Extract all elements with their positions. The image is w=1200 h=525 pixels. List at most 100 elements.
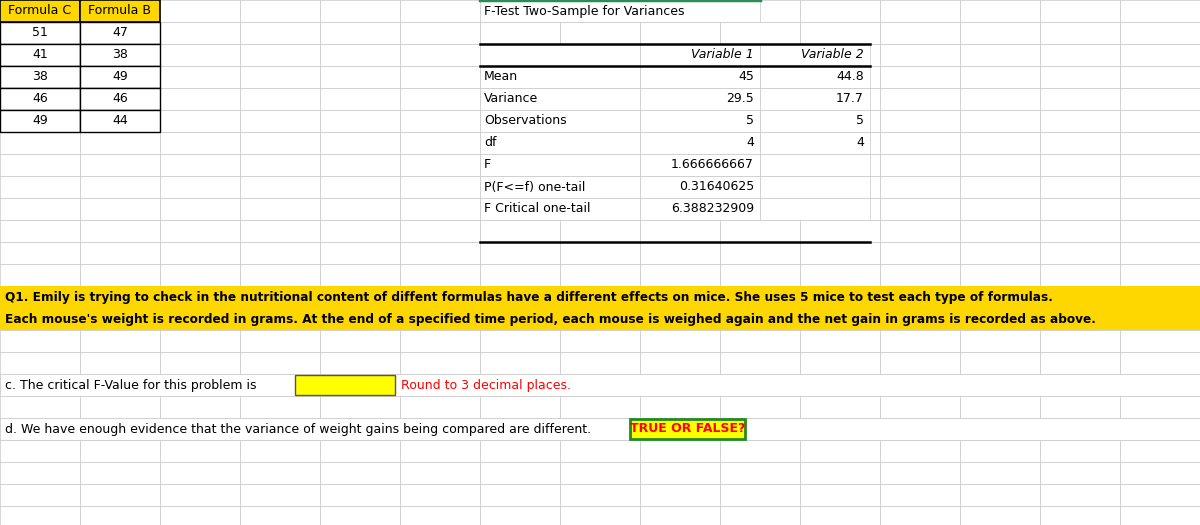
Bar [560, 506, 640, 525]
Bar [720, 330, 800, 352]
Bar [240, 66, 320, 88]
Bar [1120, 154, 1200, 176]
Bar [800, 110, 880, 132]
Bar [880, 154, 960, 176]
Bar [560, 44, 640, 66]
Text: 5: 5 [746, 114, 754, 128]
Bar [800, 286, 880, 308]
Bar [1040, 220, 1120, 242]
Text: 46: 46 [112, 92, 128, 106]
Bar [400, 484, 480, 506]
Bar [640, 176, 720, 198]
Bar [480, 330, 560, 352]
Bar [560, 440, 640, 462]
Bar [1120, 0, 1200, 22]
Bar [480, 286, 560, 308]
Bar [400, 220, 480, 242]
Bar [480, 242, 560, 264]
Bar [480, 110, 640, 132]
Text: c. The critical F-Value for this problem is: c. The critical F-Value for this problem… [5, 379, 257, 392]
Bar [240, 352, 320, 374]
Bar [320, 484, 400, 506]
Bar [240, 484, 320, 506]
Bar [0, 440, 80, 462]
Bar [320, 418, 400, 440]
Bar [80, 220, 160, 242]
Bar [0, 22, 80, 44]
Bar [760, 176, 870, 198]
Bar [720, 418, 800, 440]
Bar [640, 22, 720, 44]
Bar [880, 396, 960, 418]
Bar [1120, 506, 1200, 525]
Text: 47: 47 [112, 26, 128, 39]
Bar [880, 484, 960, 506]
Bar [480, 176, 560, 198]
Bar [640, 88, 760, 110]
Bar [400, 0, 480, 22]
Bar [640, 44, 720, 66]
Bar [880, 220, 960, 242]
Bar [960, 44, 1040, 66]
Bar [400, 330, 480, 352]
Bar [1120, 352, 1200, 374]
Bar [640, 110, 720, 132]
Text: Round to 3 decimal places.: Round to 3 decimal places. [401, 379, 571, 392]
Bar [560, 352, 640, 374]
Bar [640, 132, 720, 154]
Bar [1040, 22, 1120, 44]
Bar [800, 396, 880, 418]
Bar [720, 308, 800, 330]
Bar [480, 66, 640, 88]
Bar [240, 154, 320, 176]
Bar [800, 374, 880, 396]
Bar [480, 110, 560, 132]
Bar [480, 198, 640, 220]
Bar [160, 264, 240, 286]
Bar [80, 352, 160, 374]
Text: TRUE OR FALSE?: TRUE OR FALSE? [630, 423, 745, 436]
Bar [720, 88, 800, 110]
Bar [160, 242, 240, 264]
Bar [0, 88, 80, 110]
Bar [80, 264, 160, 286]
Bar [960, 308, 1040, 330]
Bar [800, 22, 880, 44]
Bar [720, 352, 800, 374]
Bar [160, 286, 240, 308]
Bar [320, 242, 400, 264]
Bar [640, 88, 720, 110]
Bar [320, 462, 400, 484]
Bar [0, 154, 80, 176]
Bar [0, 44, 80, 66]
Bar [800, 44, 880, 66]
Bar [160, 22, 240, 44]
Bar [400, 286, 480, 308]
Bar [880, 44, 960, 66]
Bar [1040, 418, 1120, 440]
Bar [80, 506, 160, 525]
Bar [880, 242, 960, 264]
Bar [400, 154, 480, 176]
Text: 51: 51 [32, 26, 48, 39]
Bar [480, 220, 560, 242]
Bar [480, 176, 640, 198]
Bar [80, 44, 160, 66]
Bar [1120, 110, 1200, 132]
Bar [0, 132, 80, 154]
Text: F Critical one-tail: F Critical one-tail [484, 203, 590, 215]
Bar [480, 396, 560, 418]
Bar [960, 242, 1040, 264]
Bar [640, 352, 720, 374]
Bar [240, 132, 320, 154]
Bar [720, 176, 800, 198]
Bar [160, 88, 240, 110]
Bar [1040, 396, 1120, 418]
Bar [1120, 220, 1200, 242]
Bar [640, 220, 720, 242]
Bar [720, 462, 800, 484]
Bar [800, 220, 880, 242]
Bar [960, 440, 1040, 462]
Bar [0, 66, 80, 88]
Bar [400, 374, 480, 396]
